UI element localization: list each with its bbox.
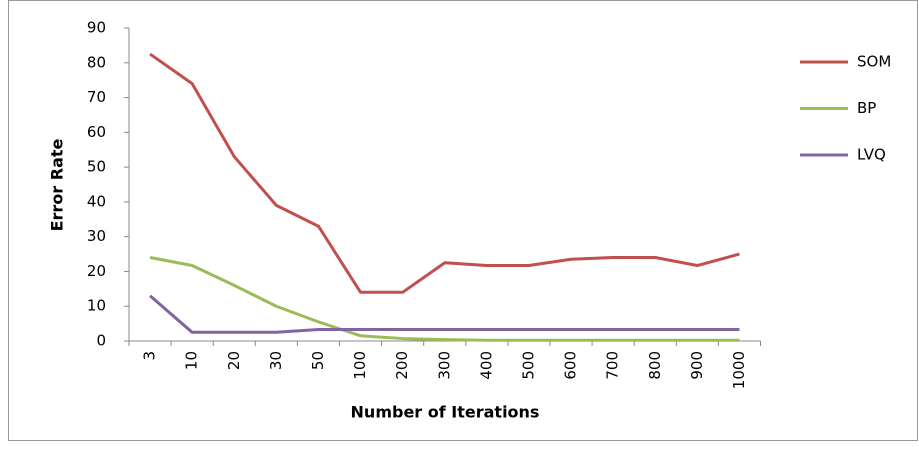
y-tick-label: 80 [87,53,106,71]
y-tick-label: 40 [87,192,106,210]
series-line [149,256,740,342]
x-tick-label: 400 [477,351,495,380]
legend-label: SOM [857,53,891,71]
y-axis-title: Error Rate [48,138,67,231]
x-tick-label: 3 [141,351,159,361]
legend-label: BP [857,99,876,117]
x-tick-label: 30 [267,351,285,370]
x-tick-label: 900 [688,351,706,380]
x-tick-label: 300 [435,351,453,380]
x-tick-label: 700 [604,351,622,380]
x-tick-label: 100 [351,351,369,380]
x-tick-label: 50 [309,351,327,370]
x-tick-label: 500 [519,351,537,380]
legend-label: LVQ [857,146,886,164]
y-tick-label: 10 [87,297,106,315]
series-line [149,52,740,294]
y-tick-label: 90 [87,19,106,37]
x-tick-label: 10 [183,351,201,370]
series-line [149,294,740,334]
y-tick-label: 60 [87,123,106,141]
y-tick-label: 50 [87,158,106,176]
y-tick-label: 20 [87,262,106,280]
x-tick-label: 600 [562,351,580,380]
x-tick-label: 800 [646,351,664,380]
y-tick-label: 0 [96,332,106,350]
frame [8,0,918,441]
y-tick-label: 70 [87,88,106,106]
y-tick-label: 30 [87,227,106,245]
x-tick-label: 20 [225,351,243,370]
x-axis-title: Number of Iterations [351,403,540,422]
x-tick-label: 1000 [730,351,748,389]
x-tick-label: 200 [393,351,411,380]
